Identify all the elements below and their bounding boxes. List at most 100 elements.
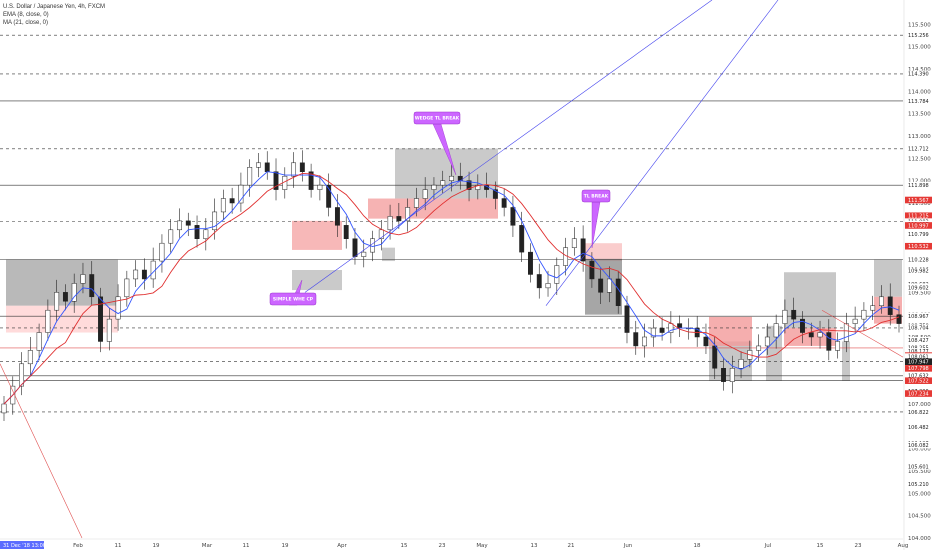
y-tick-label: 105.500 (908, 469, 931, 475)
candle-body-33 (291, 162, 297, 177)
x-tick-label: 11 (243, 543, 250, 549)
price-label-bg-21 (905, 312, 932, 320)
candle-body-73 (642, 336, 647, 347)
x-tick-label: May (476, 543, 488, 549)
price-label: 110.532 (908, 244, 929, 250)
candle-body-27 (238, 184, 244, 204)
candle-body-86 (756, 345, 762, 351)
candle-body-37 (326, 184, 332, 208)
zone-rect-12 (784, 272, 836, 329)
candle-body-35 (308, 171, 314, 190)
y-tick-label: 112.000 (908, 179, 931, 185)
price-label-bg-41 (905, 441, 932, 449)
candle-body-67 (589, 260, 595, 280)
price-label: 108.177 (908, 349, 929, 355)
x-tick-label: Apr (337, 543, 347, 549)
candle-body-45 (396, 216, 402, 222)
candle-body-71 (624, 305, 630, 333)
price-label: 108.061 (908, 354, 929, 360)
candle-body-84 (738, 359, 744, 369)
candle-body-10 (89, 274, 95, 298)
candle-body-87 (764, 336, 770, 347)
candle-body-0 (1, 403, 7, 414)
y-tick-label: 104.500 (908, 514, 931, 520)
trendline-1 (545, 0, 779, 306)
price-label: 107.234 (908, 391, 929, 397)
candle-body-50 (440, 180, 446, 186)
x-tick-label: Jul (764, 543, 772, 549)
price-label: 109.602 (908, 286, 929, 292)
zone-rect-4 (382, 247, 395, 262)
candle-body-91 (800, 318, 805, 333)
candle-body-38 (334, 207, 340, 226)
zone-rect-6 (368, 198, 498, 219)
price-label: 105.210 (908, 482, 929, 488)
candle-body-8 (71, 283, 77, 302)
price-label-bg-15 (905, 256, 932, 264)
candle-body-92 (808, 332, 814, 338)
candle-body-18 (159, 242, 165, 262)
price-label-bg-38 (905, 408, 932, 416)
candle-body-30 (264, 162, 270, 172)
price-label-bg-30 (905, 353, 932, 360)
price-label-bg-37 (905, 390, 932, 397)
y-tick-label: 106.000 (908, 447, 931, 453)
price-label: 109.982 (908, 269, 929, 275)
zone-rect-14 (842, 341, 850, 381)
ma-line (3, 172, 900, 405)
price-label-bg-13 (905, 242, 932, 250)
candle-body-94 (826, 332, 832, 351)
candle-body-80 (703, 336, 709, 347)
zone-rect-5 (395, 148, 498, 199)
candle-body-74 (650, 327, 656, 338)
candle-body-56 (492, 189, 498, 199)
candle-body-4 (36, 332, 42, 351)
candle-body-2 (19, 363, 24, 387)
candle-body-17 (150, 260, 156, 280)
price-label: 108.427 (908, 338, 929, 344)
candle-body-57 (501, 198, 507, 208)
start-date-label: 31 Dec '18 13:00 (3, 543, 46, 549)
price-label-bg-12 (905, 231, 932, 238)
price-label: 106.482 (908, 425, 929, 431)
price-label-bg-43 (905, 480, 932, 488)
candle-body-95 (835, 341, 841, 351)
x-tick-label: 19 (153, 543, 160, 549)
zone-rect-10 (709, 316, 752, 346)
y-tick-label: 115.000 (908, 45, 931, 51)
candle-body-9 (80, 274, 86, 284)
price-label: 111.215 (908, 214, 929, 220)
zone-rect-11 (766, 325, 782, 381)
y-tick-label: 109.500 (908, 290, 931, 296)
candle-body-89 (782, 309, 788, 324)
symbol-title: U.S. Dollar / Japanese Yen, 4h, FXCM (3, 4, 106, 10)
candle-body-66 (580, 238, 586, 262)
candle-body-65 (571, 238, 577, 248)
x-tick-label: 18 (694, 543, 701, 549)
candle-body-100 (879, 296, 884, 306)
y-tick-label: 114.500 (908, 67, 931, 73)
callout-pointer-1 (591, 201, 601, 249)
candle-body-3 (27, 350, 33, 365)
x-tick-label: Aug (898, 543, 909, 549)
candle-body-46 (405, 207, 411, 222)
price-label-bg-39 (905, 423, 932, 431)
start-date-badge (0, 541, 44, 549)
x-tick-label: 19 (282, 543, 289, 549)
price-label-bg-31 (905, 358, 932, 366)
y-tick-label: 113.000 (908, 134, 931, 140)
trendline-2 (0, 363, 83, 539)
ema-line (3, 171, 900, 405)
candle-body-47 (413, 198, 419, 208)
y-tick-label: 114.000 (908, 89, 931, 95)
candle-body-24 (212, 211, 218, 231)
candle-body-11 (98, 296, 103, 342)
y-tick-label: 107.000 (908, 402, 931, 408)
candle-body-31 (273, 171, 279, 190)
candle-body-22 (194, 225, 200, 239)
price-label-bg-35 (905, 377, 932, 384)
candle-body-76 (668, 323, 674, 333)
candle-body-101 (887, 296, 893, 315)
candle-body-19 (168, 229, 174, 244)
